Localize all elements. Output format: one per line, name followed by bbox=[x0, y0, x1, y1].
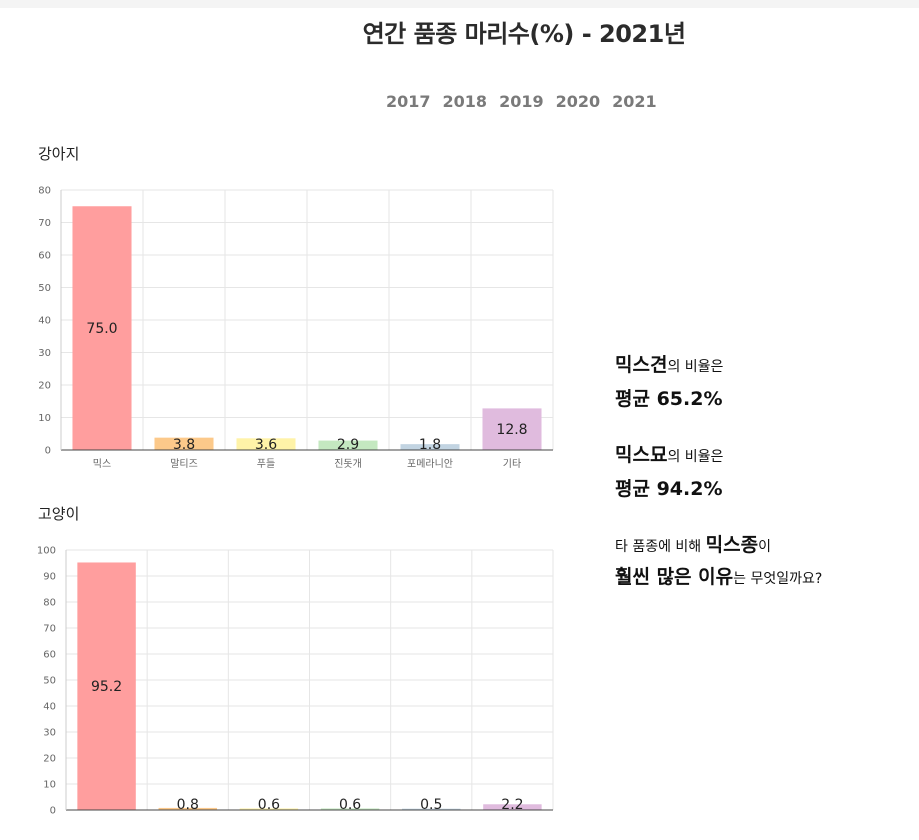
y-tick-label: 100 bbox=[37, 546, 56, 557]
y-tick-label: 40 bbox=[43, 702, 56, 713]
bar-0 bbox=[72, 206, 132, 450]
y-tick-label: 30 bbox=[43, 728, 56, 739]
data-label-0: 75.0 bbox=[86, 321, 117, 337]
y-tick-label: 60 bbox=[43, 650, 56, 661]
y-tick-label: 10 bbox=[43, 780, 56, 791]
year-tab-2021[interactable]: 2021 bbox=[612, 92, 657, 111]
data-label-1: 3.8 bbox=[173, 437, 195, 453]
y-tick-label: 0 bbox=[50, 806, 56, 817]
y-tick-label: 80 bbox=[43, 598, 56, 609]
dog-ratio-line: 믹스견의 비율은 bbox=[615, 350, 723, 377]
question-line-1: 타 품종에 비해 믹스종이 bbox=[615, 530, 771, 557]
y-tick-label: 60 bbox=[38, 251, 51, 262]
year-selector: 2017 2018 2019 2020 2021 bbox=[385, 92, 658, 111]
cat-average: 평균 94.2% bbox=[615, 478, 723, 500]
cat-ratio-line: 믹스묘의 비율은 bbox=[615, 440, 723, 467]
bar-2 bbox=[236, 438, 296, 450]
data-label-2: 0.6 bbox=[258, 797, 280, 813]
cat-ratio-text: 의 비율은 bbox=[667, 449, 724, 465]
question-end: 는 무엇일까요? bbox=[733, 571, 823, 587]
question-prefix: 타 품종에 비해 bbox=[615, 539, 706, 555]
y-tick-label: 50 bbox=[38, 283, 51, 294]
x-tick-label: 믹스 bbox=[93, 458, 111, 470]
bar-5 bbox=[482, 408, 542, 450]
data-label-5: 2.2 bbox=[501, 797, 523, 813]
y-tick-label: 40 bbox=[38, 316, 51, 327]
data-label-4: 1.8 bbox=[419, 437, 441, 453]
bar-1 bbox=[158, 807, 217, 810]
y-tick-label: 30 bbox=[38, 348, 51, 359]
dog-bar-chart: 0 10 20 30 40 50 60 70 80 75.0 믹스 3.8 말티즈 3.6 푸들 2.9 진돗개… bbox=[38, 186, 554, 470]
bar-4 bbox=[400, 444, 460, 450]
cat-mix-label: 믹스묘 bbox=[615, 444, 668, 466]
y-tick-label: 10 bbox=[38, 413, 51, 424]
x-tick-label: 말티즈 bbox=[170, 458, 198, 470]
y-tick-label: 50 bbox=[43, 676, 56, 687]
cat-section-title: 고양이 bbox=[38, 505, 80, 523]
y-tick-label: 70 bbox=[38, 218, 51, 229]
year-tab-2018[interactable]: 2018 bbox=[442, 92, 488, 111]
x-tick-label: 포메라니안 bbox=[407, 458, 453, 470]
y-tick-label: 20 bbox=[43, 754, 56, 765]
x-tick-label: 푸들 bbox=[257, 458, 275, 470]
bar-3 bbox=[318, 440, 378, 450]
year-tab-2017[interactable]: 2017 bbox=[386, 92, 431, 111]
bar-0 bbox=[77, 562, 136, 810]
dog-mix-label: 믹스견 bbox=[615, 354, 668, 376]
bar-4 bbox=[402, 808, 461, 810]
dog-section-title: 강아지 bbox=[38, 145, 80, 163]
bar-1 bbox=[154, 437, 214, 450]
data-label-2: 3.6 bbox=[255, 437, 277, 453]
data-label-0: 95.2 bbox=[91, 679, 122, 695]
question-mix-label: 믹스종 bbox=[705, 534, 759, 556]
y-tick-label: 70 bbox=[43, 624, 56, 635]
dog-average: 평균 65.2% bbox=[615, 388, 723, 410]
top-bar bbox=[0, 0, 919, 8]
data-label-1: 0.8 bbox=[177, 797, 199, 813]
bar-3 bbox=[320, 808, 380, 810]
data-label-4: 0.5 bbox=[420, 797, 442, 813]
year-tab-2019[interactable]: 2019 bbox=[499, 92, 544, 111]
x-tick-label: 진돗개 bbox=[334, 458, 362, 470]
x-tick-label: 기타 bbox=[503, 458, 521, 470]
data-label-5: 12.8 bbox=[496, 422, 527, 438]
year-tab-2020[interactable]: 2020 bbox=[555, 92, 601, 111]
y-tick-label: 0 bbox=[45, 446, 51, 457]
page-title: 연간 품종 마리수(%) - 2021년 bbox=[362, 20, 686, 48]
data-label-3: 0.6 bbox=[339, 797, 361, 813]
bar-2 bbox=[239, 808, 299, 810]
y-tick-label: 20 bbox=[38, 381, 51, 392]
data-label-3: 2.9 bbox=[337, 437, 359, 453]
question-emphasis: 훨씬 많은 이유 bbox=[615, 566, 734, 588]
dog-ratio-text: 의 비율은 bbox=[667, 359, 724, 375]
question-line-2: 훨씬 많은 이유는 무엇일까요? bbox=[615, 562, 822, 589]
cat-bar-chart: 0 10 20 30 40 50 60 70 80 90 100 95.2 0.8 0.6 0.6 0.5 2.… bbox=[37, 546, 554, 817]
bar-5 bbox=[483, 804, 542, 810]
y-tick-label: 80 bbox=[38, 186, 51, 197]
question-suffix: 이 bbox=[758, 539, 771, 555]
y-tick-label: 90 bbox=[43, 572, 56, 583]
